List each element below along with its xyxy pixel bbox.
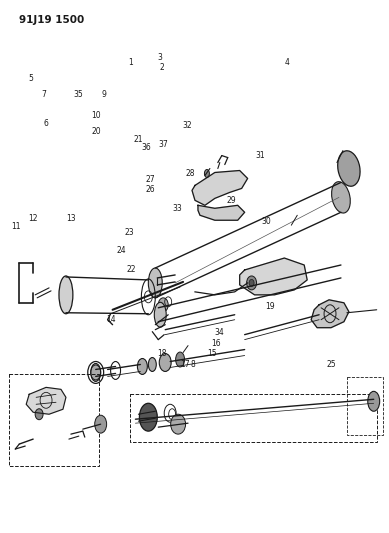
Polygon shape: [198, 205, 245, 220]
Text: 22: 22: [126, 265, 135, 273]
Polygon shape: [192, 171, 248, 205]
Ellipse shape: [331, 182, 350, 213]
Ellipse shape: [137, 359, 147, 375]
Text: 37: 37: [159, 140, 168, 149]
Text: 3: 3: [157, 53, 162, 62]
Text: 16: 16: [211, 339, 221, 348]
Ellipse shape: [35, 409, 43, 419]
Polygon shape: [26, 387, 66, 414]
Ellipse shape: [249, 279, 254, 286]
Ellipse shape: [148, 358, 156, 372]
Ellipse shape: [171, 414, 186, 434]
Ellipse shape: [95, 415, 107, 433]
Ellipse shape: [338, 151, 360, 186]
Text: 28: 28: [186, 169, 195, 178]
Bar: [130, 394, 377, 442]
Polygon shape: [240, 258, 307, 295]
Ellipse shape: [59, 276, 73, 314]
Text: 24: 24: [116, 246, 126, 255]
Bar: [9, 375, 99, 466]
Ellipse shape: [91, 364, 101, 382]
Ellipse shape: [158, 298, 168, 312]
Text: 13: 13: [66, 214, 76, 223]
Text: 31: 31: [255, 151, 265, 160]
Text: 20: 20: [91, 127, 101, 136]
Text: 32: 32: [182, 122, 192, 131]
Text: 91J19 1500: 91J19 1500: [19, 15, 84, 25]
Text: 35: 35: [74, 90, 84, 99]
Text: 11: 11: [11, 222, 21, 231]
Text: 8: 8: [190, 360, 195, 369]
Ellipse shape: [154, 302, 166, 327]
Text: 23: 23: [124, 228, 134, 237]
Bar: [347, 377, 383, 435]
Text: 25: 25: [327, 360, 336, 369]
Text: 18: 18: [157, 350, 166, 359]
Text: 27: 27: [145, 174, 155, 183]
Text: 5: 5: [28, 74, 33, 83]
Text: 21: 21: [134, 135, 143, 144]
Ellipse shape: [159, 353, 171, 372]
Ellipse shape: [176, 352, 184, 367]
Text: 19: 19: [265, 302, 275, 311]
Ellipse shape: [247, 276, 257, 290]
Text: 2: 2: [159, 63, 164, 72]
Text: 30: 30: [261, 217, 271, 226]
Text: 10: 10: [91, 111, 101, 120]
Ellipse shape: [139, 403, 157, 431]
Text: 33: 33: [172, 204, 182, 213]
Ellipse shape: [205, 169, 209, 177]
Text: 1: 1: [128, 58, 133, 67]
Text: 15: 15: [207, 350, 217, 359]
Ellipse shape: [368, 391, 380, 411]
Text: 36: 36: [141, 143, 151, 152]
Text: 7: 7: [42, 90, 46, 99]
Text: 29: 29: [226, 196, 236, 205]
Polygon shape: [311, 300, 349, 328]
Text: 4: 4: [285, 58, 290, 67]
Text: 9: 9: [101, 90, 106, 99]
Text: 6: 6: [43, 119, 48, 128]
Text: 17: 17: [180, 360, 190, 369]
Text: 12: 12: [29, 214, 38, 223]
Text: 34: 34: [215, 328, 224, 337]
Text: 26: 26: [145, 185, 155, 194]
Ellipse shape: [148, 268, 162, 298]
Text: 14: 14: [107, 315, 116, 324]
